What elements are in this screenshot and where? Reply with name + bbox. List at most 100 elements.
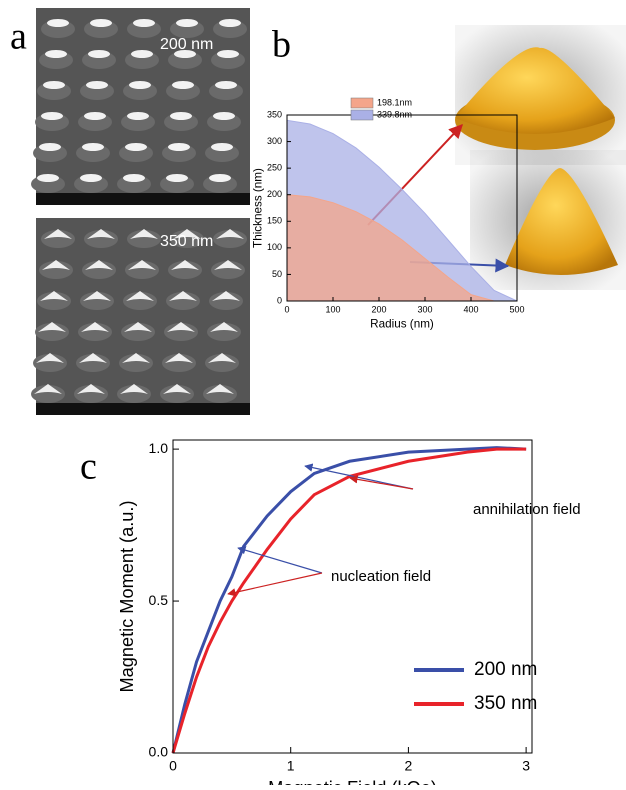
nanodot bbox=[168, 261, 202, 279]
nanodot-highlight bbox=[120, 384, 148, 394]
y-tick-label: 1.0 bbox=[149, 440, 169, 456]
nanodot-highlight bbox=[174, 50, 196, 58]
nanodot bbox=[125, 261, 159, 279]
chart-c: 0 1 2 3 0.0 0.5 1.0 Magnetic Field (kOe) Magneti… bbox=[117, 439, 581, 790]
x-tick-label: 400 bbox=[463, 304, 478, 314]
annotation: annihilation field bbox=[473, 501, 581, 518]
nanodot bbox=[37, 292, 71, 310]
chart-b: 0 100 200 300 400 500 0 50 100 150 200 250 300 350 Rad… bbox=[251, 97, 524, 330]
nanodot-highlight bbox=[124, 322, 152, 332]
plot-frame bbox=[172, 439, 533, 754]
x-tick-label: 300 bbox=[417, 304, 432, 314]
x-tick-label: 200 bbox=[371, 304, 386, 314]
nanodot-highlight bbox=[37, 174, 59, 182]
nanodot-highlight bbox=[84, 112, 106, 120]
nanodot bbox=[119, 354, 153, 372]
y-tick-label: 300 bbox=[267, 136, 282, 146]
nanodot bbox=[121, 323, 155, 341]
annotation: nucleation field bbox=[331, 568, 431, 585]
nanodot-highlight bbox=[80, 174, 102, 182]
nanodot-highlight bbox=[36, 353, 64, 363]
nanodot-highlight bbox=[217, 50, 239, 58]
x-tick-label: 100 bbox=[325, 304, 340, 314]
nanodot bbox=[164, 323, 198, 341]
nanodot bbox=[205, 354, 239, 372]
nanodot bbox=[82, 261, 116, 279]
nanodot-highlight bbox=[167, 322, 195, 332]
nanodot-highlight bbox=[122, 353, 150, 363]
plot-frame bbox=[286, 114, 518, 302]
nanodot bbox=[39, 261, 73, 279]
nanodot bbox=[84, 230, 118, 248]
legend-swatch bbox=[350, 109, 374, 121]
nanodot-highlight bbox=[163, 384, 191, 394]
nanodot bbox=[127, 230, 161, 248]
y-tick-label: 0.0 bbox=[149, 744, 169, 760]
nanodot-highlight bbox=[165, 353, 193, 363]
nanodot bbox=[160, 385, 194, 403]
nanodot-highlight bbox=[47, 19, 69, 27]
nanodot-highlight bbox=[171, 260, 199, 270]
nanodot-highlight bbox=[128, 260, 156, 270]
nanodot bbox=[31, 385, 65, 403]
nanodot-highlight bbox=[81, 322, 109, 332]
nanodot bbox=[80, 292, 114, 310]
nanodot-highlight bbox=[40, 291, 68, 301]
sem-image bbox=[36, 218, 250, 415]
nanodot-highlight bbox=[39, 143, 61, 151]
nanodot-highlight bbox=[131, 50, 153, 58]
nanodot-highlight bbox=[168, 143, 190, 151]
nanodot bbox=[207, 323, 241, 341]
nanodot bbox=[213, 230, 247, 248]
info-bar bbox=[36, 403, 250, 415]
nanodot-highlight bbox=[210, 322, 238, 332]
nanodot bbox=[117, 385, 151, 403]
render-3d bbox=[455, 25, 626, 290]
legend-label: 198.1nm bbox=[377, 97, 412, 107]
nanodot bbox=[166, 292, 200, 310]
nanodot-highlight bbox=[45, 50, 67, 58]
nanodot bbox=[123, 292, 157, 310]
nanodot-highlight bbox=[88, 50, 110, 58]
y-tick-label: 100 bbox=[267, 242, 282, 252]
nanodot-highlight bbox=[166, 174, 188, 182]
nanodot bbox=[78, 323, 112, 341]
nanodot-highlight bbox=[209, 174, 231, 182]
y-tick-label: 0.5 bbox=[149, 592, 169, 608]
nanodot bbox=[74, 385, 108, 403]
nanodot bbox=[162, 354, 196, 372]
nanodot-highlight bbox=[133, 19, 155, 27]
y-tick-label: 50 bbox=[272, 269, 282, 279]
nanodot bbox=[170, 230, 204, 248]
x-axis-title: Magnetic Field (kOe) bbox=[268, 778, 437, 785]
info-bar bbox=[36, 193, 250, 205]
line bbox=[171, 447, 527, 754]
nanodot-highlight bbox=[125, 143, 147, 151]
y-tick-label: 200 bbox=[267, 189, 282, 199]
nanodot-highlight bbox=[130, 229, 158, 239]
x-tick-label: 500 bbox=[509, 304, 524, 314]
panel-label: b bbox=[272, 24, 291, 66]
nanodot-highlight bbox=[83, 291, 111, 301]
nanodot-highlight bbox=[173, 229, 201, 239]
nanodot-highlight bbox=[90, 19, 112, 27]
nanodot-highlight bbox=[216, 229, 244, 239]
x-tick-label: 2 bbox=[405, 758, 413, 774]
x-axis-title: Radius (nm) bbox=[370, 317, 434, 330]
image-label: 350 nm bbox=[160, 233, 213, 250]
sem-images bbox=[31, 8, 250, 415]
nanodot-highlight bbox=[126, 291, 154, 301]
y-axis-title: Thickness (nm) bbox=[251, 168, 264, 248]
nanodot bbox=[41, 230, 75, 248]
nanodot-highlight bbox=[38, 322, 66, 332]
nanodot-highlight bbox=[172, 81, 194, 89]
image-label: 200 nm bbox=[160, 36, 213, 53]
nanodot-highlight bbox=[44, 229, 72, 239]
nanodot bbox=[203, 385, 237, 403]
nanodot-highlight bbox=[212, 291, 240, 301]
nanodot-highlight bbox=[213, 112, 235, 120]
panel-label: c bbox=[80, 446, 97, 488]
nanodot bbox=[209, 292, 243, 310]
nanodot-highlight bbox=[87, 229, 115, 239]
